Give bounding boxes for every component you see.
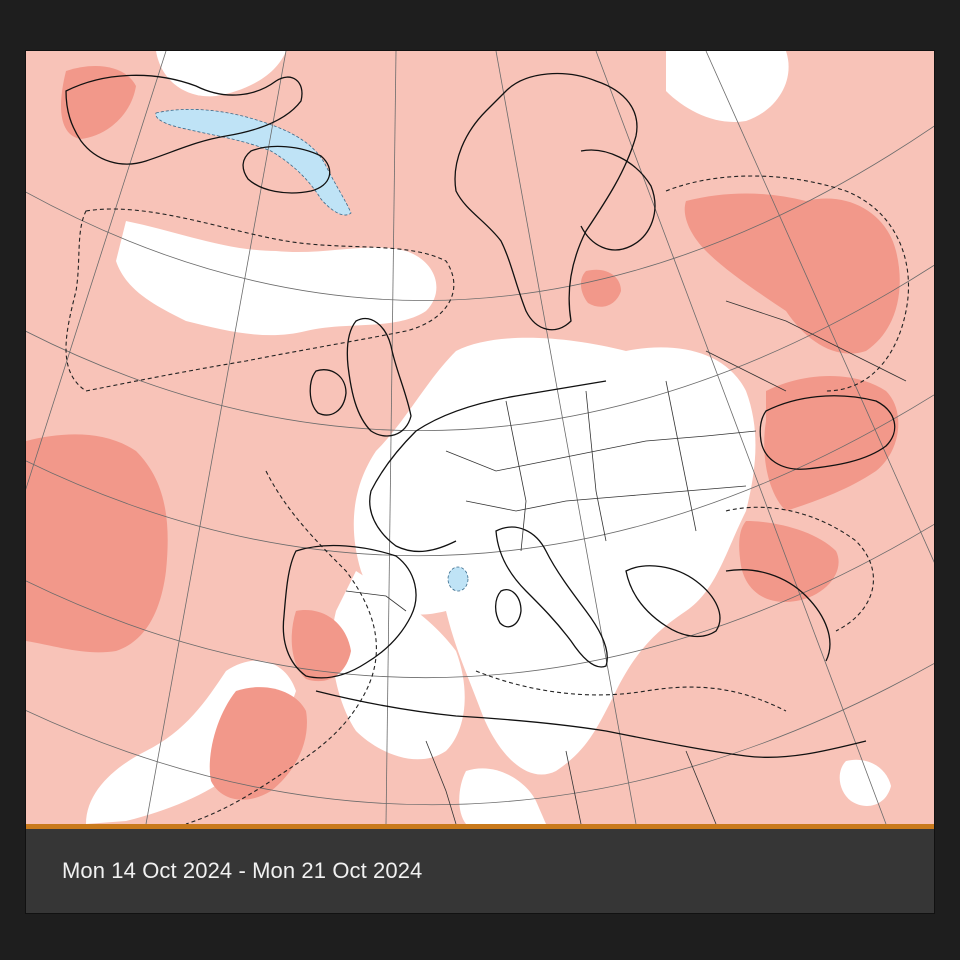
black-sea-coastline [759, 395, 896, 470]
contour-north-atlantic [65, 208, 455, 392]
graticule-latitude-50 [26, 394, 934, 557]
border-line-6 [345, 590, 407, 612]
iceland-coastline [242, 145, 331, 194]
italy-coastline [495, 526, 608, 668]
russia-strong-anomaly [684, 193, 900, 354]
spain-strong-anomaly [291, 610, 351, 682]
north-atlantic-neutral [116, 221, 437, 336]
neutral-anomaly-areas [86, 51, 891, 824]
graticule-lines [26, 51, 934, 824]
contour-russia [665, 175, 910, 392]
anomaly-contours [65, 175, 910, 824]
graticule-latitude-30 [26, 663, 934, 806]
turkey-coastline [725, 569, 831, 662]
greenland-north-neutral [156, 51, 286, 97]
central-europe-neutral [353, 337, 756, 775]
country-borders [345, 300, 907, 824]
greenland-strong-anomaly [61, 66, 136, 139]
coastlines [65, 73, 896, 758]
graticule-meridian-1 [26, 51, 167, 490]
scandinavia-coastline [454, 73, 638, 331]
map-canvas [26, 51, 934, 824]
border-line-4 [585, 390, 607, 542]
border-line-5 [665, 380, 697, 532]
ukraine-strong-anomaly [764, 376, 899, 511]
ireland-coastline [309, 369, 347, 416]
mediterranean-negative-anomaly [447, 566, 469, 592]
border-line-7 [425, 740, 457, 824]
graticule-meridian-3 [385, 51, 397, 824]
contour-mediterranean [475, 670, 787, 712]
negative-anomaly-areas [155, 108, 469, 592]
border-line-9 [685, 750, 717, 824]
border-line-8 [565, 750, 582, 824]
balkans-coastline [625, 565, 721, 638]
north-africa-coastline [315, 690, 867, 758]
graticule-meridian-2 [145, 51, 287, 824]
finland-coastline [580, 149, 656, 251]
iceland-negative-anomaly [155, 108, 352, 216]
baltic-strong-anomaly [580, 269, 621, 307]
border-line-10 [725, 300, 907, 382]
caption-bar: Mon 14 Oct 2024 - Mon 21 Oct 2024 [26, 829, 934, 913]
arctic-neutral [666, 51, 789, 122]
sardinia-coastline [494, 589, 522, 628]
graticule-latitude-60 [26, 264, 934, 431]
graticule-latitude-70 [26, 125, 934, 301]
iberia-coastline [282, 544, 417, 679]
iberia-east-neutral [332, 571, 465, 760]
temperature-anomaly-map [26, 51, 934, 824]
graticule-meridian-6 [705, 51, 934, 563]
atlantic-strong-anomaly [26, 434, 168, 653]
border-line-3 [505, 400, 527, 552]
border-line-2 [465, 485, 747, 512]
sahara-neutral [459, 768, 546, 824]
turkey-strong-anomaly [739, 521, 839, 602]
forecast-card: Mon 14 Oct 2024 - Mon 21 Oct 2024 [26, 51, 934, 913]
graticule-latitude-40 [26, 523, 934, 679]
middle-east-neutral [839, 759, 891, 806]
strong-anomaly-areas [26, 66, 900, 800]
greenland-coastline [65, 74, 303, 165]
border-line-11 [705, 350, 787, 392]
caption-accent-bar [26, 824, 934, 829]
border-line-1 [445, 430, 757, 472]
date-range-caption: Mon 14 Oct 2024 - Mon 21 Oct 2024 [62, 858, 423, 883]
great-britain-coastline [346, 318, 412, 437]
contour-turkey [725, 506, 874, 632]
north-sea-coastline [369, 380, 607, 553]
graticule-meridian-4 [495, 51, 637, 824]
morocco-strong-anomaly [209, 687, 307, 800]
contour-iberia [185, 470, 377, 824]
graticule-meridian-5 [595, 51, 887, 824]
